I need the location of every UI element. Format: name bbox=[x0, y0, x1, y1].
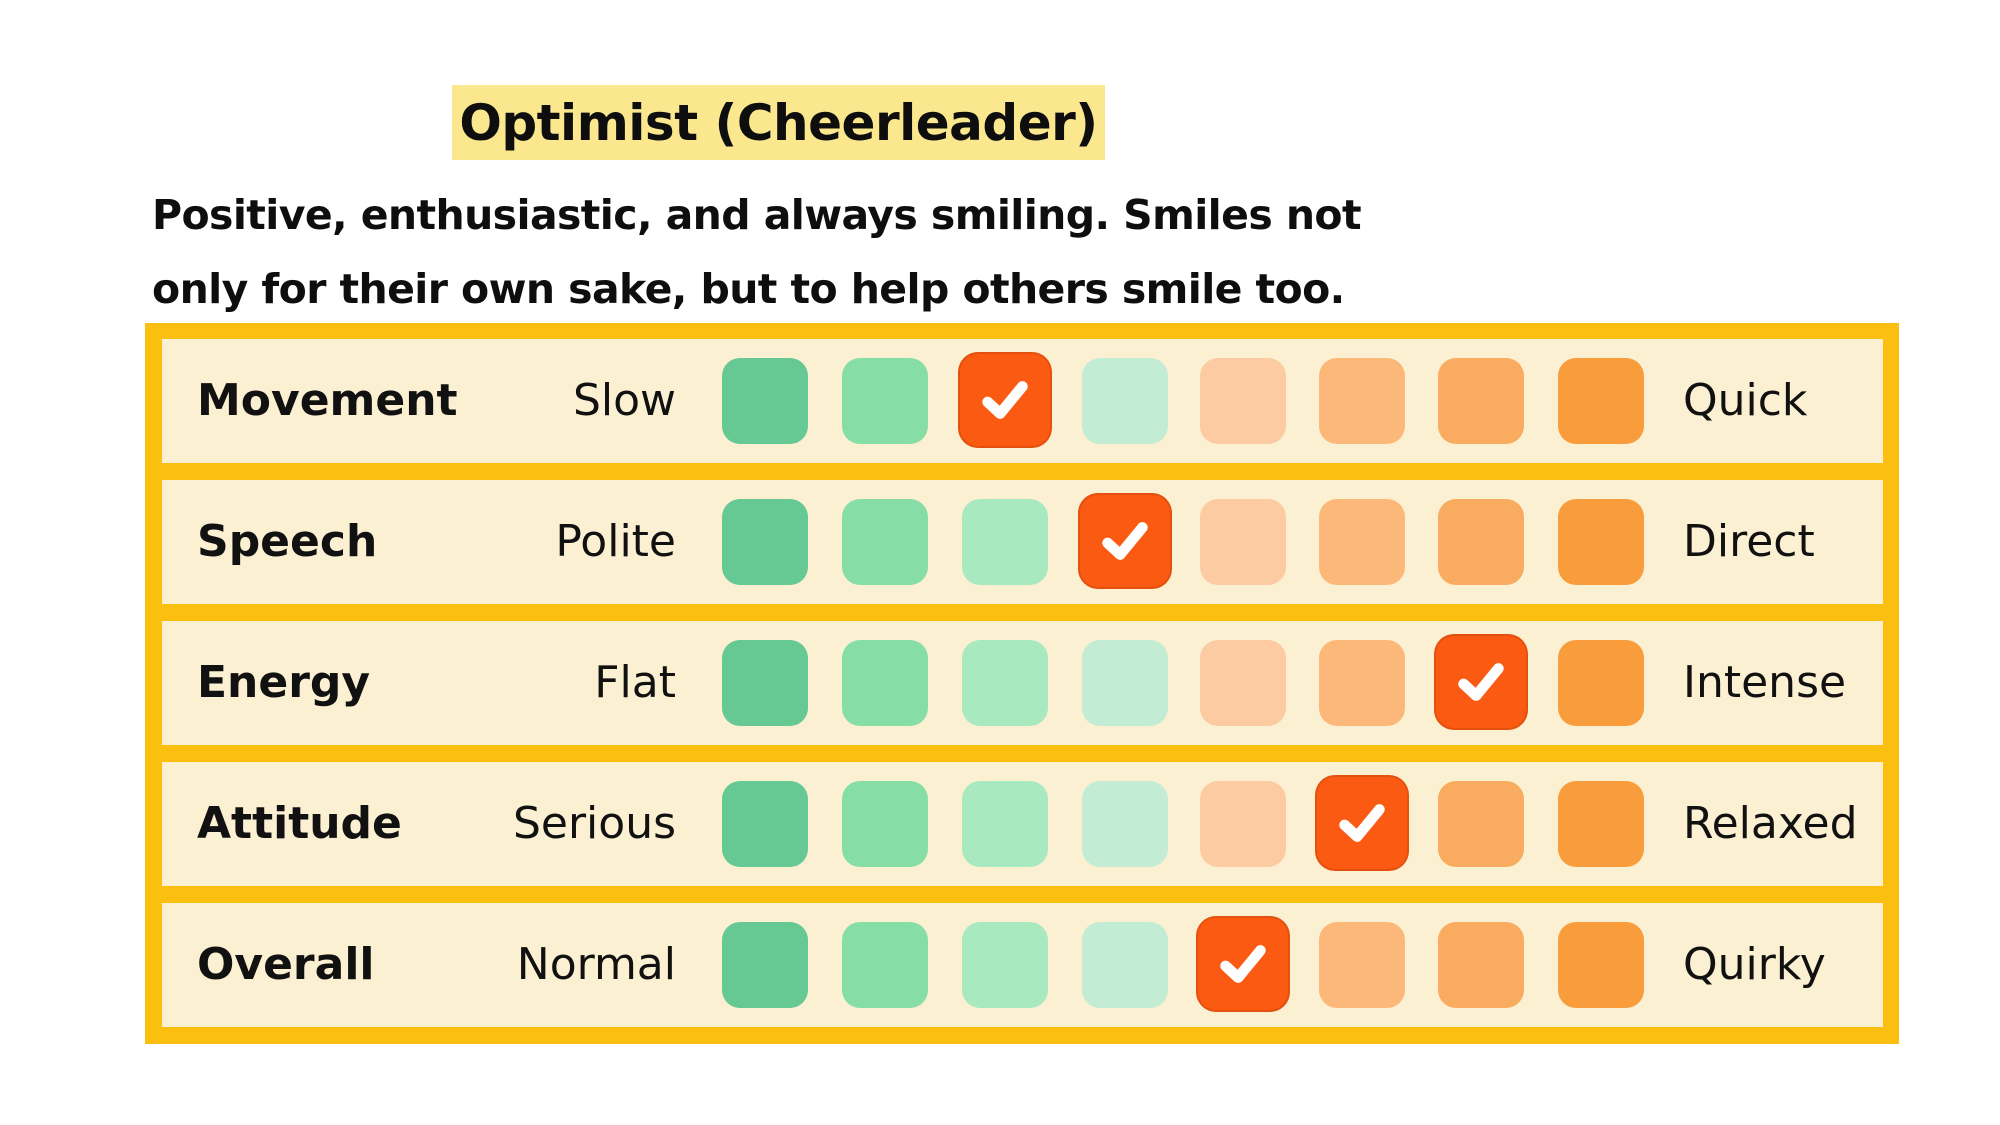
trait-label: Overall bbox=[197, 939, 375, 990]
checkmark-icon bbox=[1220, 945, 1266, 983]
scale-cell[interactable] bbox=[1319, 922, 1405, 1008]
title-highlight: Optimist (Cheerleader) bbox=[452, 85, 1105, 160]
scale-cell[interactable] bbox=[722, 358, 808, 444]
scale-left-label: Serious bbox=[512, 798, 676, 849]
description-line-1: Positive, enthusiastic, and always smili… bbox=[152, 191, 1362, 239]
scale-cell[interactable] bbox=[1200, 358, 1286, 444]
scale-cell[interactable] bbox=[962, 499, 1048, 585]
scale-left-label: Flat bbox=[594, 657, 676, 708]
scale-cell[interactable] bbox=[962, 640, 1048, 726]
scale-cell[interactable] bbox=[1438, 922, 1524, 1008]
scale-cell[interactable] bbox=[842, 922, 928, 1008]
page-title: Optimist (Cheerleader) bbox=[459, 93, 1098, 152]
scale-right-label: Quirky bbox=[1683, 939, 1826, 990]
scale-cell[interactable] bbox=[1319, 499, 1405, 585]
scale-cell[interactable] bbox=[1558, 922, 1644, 1008]
scale-cell[interactable] bbox=[1082, 922, 1168, 1008]
trait-label: Movement bbox=[197, 375, 458, 426]
scale-cell[interactable] bbox=[1558, 358, 1644, 444]
trait-label: Attitude bbox=[197, 798, 402, 849]
trait-label: Speech bbox=[197, 516, 378, 567]
trait-scale-table: Movement Slow Quick Speech Polite Direct… bbox=[145, 323, 1899, 1044]
scale-right-label: Direct bbox=[1683, 516, 1815, 567]
scale-cell[interactable] bbox=[842, 781, 928, 867]
scale-cell[interactable] bbox=[962, 922, 1048, 1008]
scale-cell[interactable] bbox=[722, 922, 808, 1008]
scale-cell[interactable] bbox=[1200, 640, 1286, 726]
scale-cell[interactable] bbox=[1082, 640, 1168, 726]
scale-cell-selected[interactable] bbox=[1080, 495, 1170, 587]
description-line-2: only for their own sake, but to help oth… bbox=[152, 265, 1345, 313]
scale-cell[interactable] bbox=[842, 358, 928, 444]
checkmark-icon bbox=[1339, 804, 1385, 842]
scale-left-label: Polite bbox=[555, 516, 676, 567]
scale-cell-selected[interactable] bbox=[960, 354, 1050, 446]
checkmark-icon bbox=[1102, 522, 1148, 560]
scale-cell[interactable] bbox=[842, 640, 928, 726]
trait-label: Energy bbox=[197, 657, 371, 708]
scale-left-label: Normal bbox=[516, 939, 676, 990]
scale-right-label: Relaxed bbox=[1683, 798, 1858, 849]
scale-cell[interactable] bbox=[1438, 358, 1524, 444]
scale-cell[interactable] bbox=[1200, 499, 1286, 585]
scale-cell[interactable] bbox=[962, 781, 1048, 867]
trait-row-movement: Movement Slow Quick bbox=[162, 339, 1883, 463]
scale-cell-selected[interactable] bbox=[1436, 636, 1526, 728]
scale-right-label: Intense bbox=[1683, 657, 1847, 708]
scale-cell[interactable] bbox=[1200, 781, 1286, 867]
scale-cell[interactable] bbox=[1082, 781, 1168, 867]
scale-cell[interactable] bbox=[1558, 499, 1644, 585]
scale-cell[interactable] bbox=[722, 499, 808, 585]
scale-cell[interactable] bbox=[1558, 781, 1644, 867]
scale-right-label: Quick bbox=[1683, 375, 1808, 426]
scale-cell[interactable] bbox=[722, 640, 808, 726]
trait-row-attitude: Attitude Serious Relaxed bbox=[162, 762, 1883, 886]
scale-cell[interactable] bbox=[1319, 640, 1405, 726]
trait-row-energy: Energy Flat Intense bbox=[162, 621, 1883, 745]
scale-cell[interactable] bbox=[1438, 499, 1524, 585]
scale-left-label: Slow bbox=[572, 375, 676, 426]
scale-cell[interactable] bbox=[1438, 781, 1524, 867]
scale-cell[interactable] bbox=[1558, 640, 1644, 726]
scale-cell[interactable] bbox=[722, 781, 808, 867]
trait-row-speech: Speech Polite Direct bbox=[162, 480, 1883, 604]
scale-cell[interactable] bbox=[1082, 358, 1168, 444]
scale-cell-selected[interactable] bbox=[1198, 918, 1288, 1010]
checkmark-icon bbox=[982, 381, 1028, 419]
description: Positive, enthusiastic, and always smili… bbox=[152, 178, 1452, 326]
checkmark-icon bbox=[1458, 663, 1504, 701]
scale-cell-selected[interactable] bbox=[1317, 777, 1407, 869]
scale-cell[interactable] bbox=[842, 499, 928, 585]
trait-row-overall: Overall Normal Quirky bbox=[162, 903, 1883, 1027]
scale-cell[interactable] bbox=[1319, 358, 1405, 444]
